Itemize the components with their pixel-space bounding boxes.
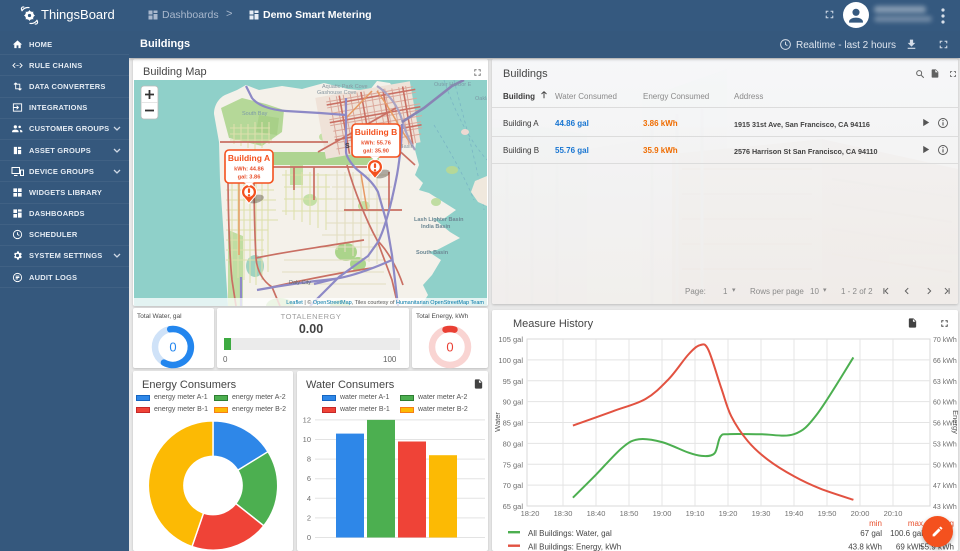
svg-text:Lash Lighter Basin: Lash Lighter Basin xyxy=(414,217,464,223)
svg-text:47 kWh: 47 kWh xyxy=(933,483,957,490)
svg-text:95 gal: 95 gal xyxy=(503,377,524,386)
svg-text:19:00: 19:00 xyxy=(653,509,672,518)
svg-text:67 gal: 67 gal xyxy=(860,529,882,538)
svg-text:0: 0 xyxy=(446,340,453,355)
svg-text:50 kWh: 50 kWh xyxy=(933,462,957,469)
svg-text:South Basin: South Basin xyxy=(416,250,449,256)
svg-text:75 gal: 75 gal xyxy=(503,460,524,469)
svg-text:65 gal: 65 gal xyxy=(503,502,524,511)
svg-text:18:20: 18:20 xyxy=(521,509,540,518)
svg-text:2: 2 xyxy=(307,513,311,522)
svg-text:20:10: 20:10 xyxy=(884,509,903,518)
svg-text:69 kWh: 69 kWh xyxy=(896,543,923,551)
svg-text:70 kWh: 70 kWh xyxy=(933,337,957,344)
svg-text:80 gal: 80 gal xyxy=(503,439,524,448)
svg-text:18:50: 18:50 xyxy=(620,509,639,518)
svg-text:min: min xyxy=(869,519,882,528)
svg-text:66 kWh: 66 kWh xyxy=(933,358,957,365)
svg-text:gal: 3.86: gal: 3.86 xyxy=(238,175,261,181)
svg-text:56 kWh: 56 kWh xyxy=(933,421,957,428)
svg-text:18:30: 18:30 xyxy=(554,509,573,518)
svg-text:max: max xyxy=(908,519,923,528)
svg-text:19:20: 19:20 xyxy=(719,509,738,518)
svg-text:43 kWh: 43 kWh xyxy=(933,504,957,511)
svg-text:43.8 kWh: 43.8 kWh xyxy=(848,543,882,551)
svg-text:12: 12 xyxy=(303,415,311,424)
svg-text:All Buildings: Water, gal: All Buildings: Water, gal xyxy=(528,529,612,538)
svg-text:India Basin: India Basin xyxy=(421,224,451,230)
svg-text:All Buildings: Energy, kWh: All Buildings: Energy, kWh xyxy=(528,543,621,551)
svg-text:10: 10 xyxy=(303,435,311,444)
svg-text:70 gal: 70 gal xyxy=(503,481,524,490)
svg-text:4: 4 xyxy=(307,494,311,503)
svg-text:6: 6 xyxy=(307,474,311,483)
svg-text:South Bay: South Bay xyxy=(242,111,268,117)
svg-text:kWh: 44.86: kWh: 44.86 xyxy=(234,167,264,173)
svg-text:105 gal: 105 gal xyxy=(498,335,523,344)
svg-text:60 kWh: 60 kWh xyxy=(933,400,957,407)
svg-text:100 gal: 100 gal xyxy=(498,356,523,365)
svg-text:19:50: 19:50 xyxy=(818,509,837,518)
svg-text:gal: 35.90: gal: 35.90 xyxy=(363,149,389,155)
svg-text:Water: Water xyxy=(493,412,502,432)
svg-text:85 gal: 85 gal xyxy=(503,419,524,428)
svg-text:Building A: Building A xyxy=(228,153,270,163)
svg-text:Daly City: Daly City xyxy=(289,280,311,286)
svg-text:kWh: 55.76: kWh: 55.76 xyxy=(361,141,391,147)
svg-text:Building B: Building B xyxy=(355,127,398,137)
svg-text:63 kWh: 63 kWh xyxy=(933,379,957,386)
svg-text:90 gal: 90 gal xyxy=(503,398,524,407)
svg-text:Gashouse Cove: Gashouse Cove xyxy=(317,90,356,96)
svg-text:Oakla: Oakla xyxy=(475,96,487,102)
svg-text:Leaflet | © OpenStreetMap, Til: Leaflet | © OpenStreetMap, Tiles courtes… xyxy=(286,299,484,306)
svg-text:19:10: 19:10 xyxy=(686,509,705,518)
svg-text:8: 8 xyxy=(307,455,311,464)
svg-text:0: 0 xyxy=(307,533,311,542)
svg-text:19:40: 19:40 xyxy=(785,509,804,518)
svg-text:19:30: 19:30 xyxy=(752,509,771,518)
svg-text:53 kWh: 53 kWh xyxy=(933,441,957,448)
svg-text:Energy: Energy xyxy=(951,410,958,434)
svg-text:20:00: 20:00 xyxy=(851,509,870,518)
svg-text:Outer Harbor E: Outer Harbor E xyxy=(434,82,472,88)
svg-text:S: S xyxy=(345,143,350,150)
svg-text:0: 0 xyxy=(169,340,176,355)
svg-text:100.6 gal: 100.6 gal xyxy=(890,529,923,538)
svg-text:Aquatic Park Cove: Aquatic Park Cove xyxy=(322,84,368,90)
svg-text:18:40: 18:40 xyxy=(587,509,606,518)
